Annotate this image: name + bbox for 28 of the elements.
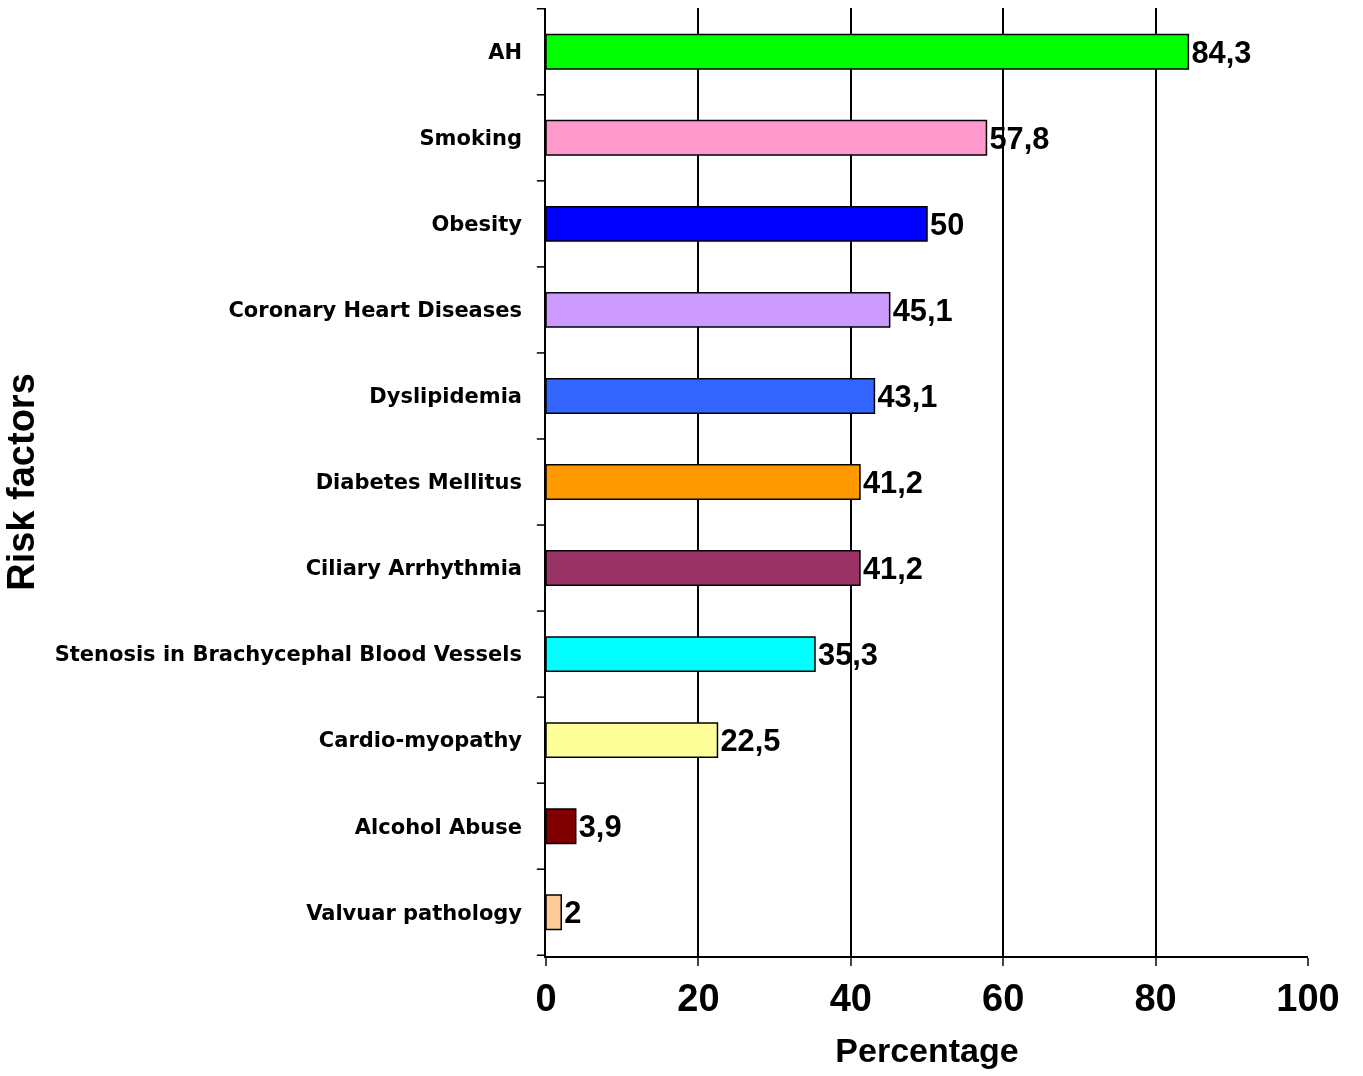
- data-label: 3,9: [578, 809, 622, 845]
- x-axis-title: Percentage: [835, 1031, 1019, 1070]
- x-tick-label: 0: [535, 977, 557, 1020]
- x-tick-label: 40: [829, 977, 872, 1020]
- y-tick-label: Alcohol Abuse: [354, 814, 523, 839]
- data-label: 43,1: [877, 378, 938, 414]
- y-tick-label: Diabetes Mellitus: [315, 470, 523, 495]
- y-tick-label: Cardio-myopathy: [318, 728, 523, 753]
- data-label: 50: [930, 206, 965, 242]
- data-label: 84,3: [1191, 34, 1252, 70]
- data-label: 22,5: [720, 723, 781, 759]
- x-tick-label: 80: [1134, 977, 1177, 1020]
- x-tick-label: 60: [982, 977, 1025, 1020]
- x-tick-label: 100: [1276, 977, 1340, 1020]
- data-label: 41,2: [862, 464, 923, 500]
- x-tick-label: 20: [677, 977, 720, 1020]
- y-tick-label: Ciliary Arrhythmia: [305, 556, 523, 581]
- y-tick-label: Stenosis in Brachycephal Blood Vessels: [54, 642, 523, 667]
- y-tick-label: Smoking: [419, 126, 523, 151]
- data-label: 2: [564, 895, 582, 931]
- data-label: 41,2: [862, 550, 923, 586]
- y-tick-label: Valvuar pathology: [306, 900, 523, 925]
- y-axis-title: Risk factors: [0, 373, 42, 591]
- y-tick-label: Coronary Heart Diseases: [228, 298, 523, 323]
- data-label: 45,1: [892, 292, 953, 328]
- y-tick-label: AH: [488, 40, 523, 65]
- y-tick-label: Obesity: [431, 212, 523, 237]
- y-tick-label: Dyslipidemia: [369, 384, 523, 409]
